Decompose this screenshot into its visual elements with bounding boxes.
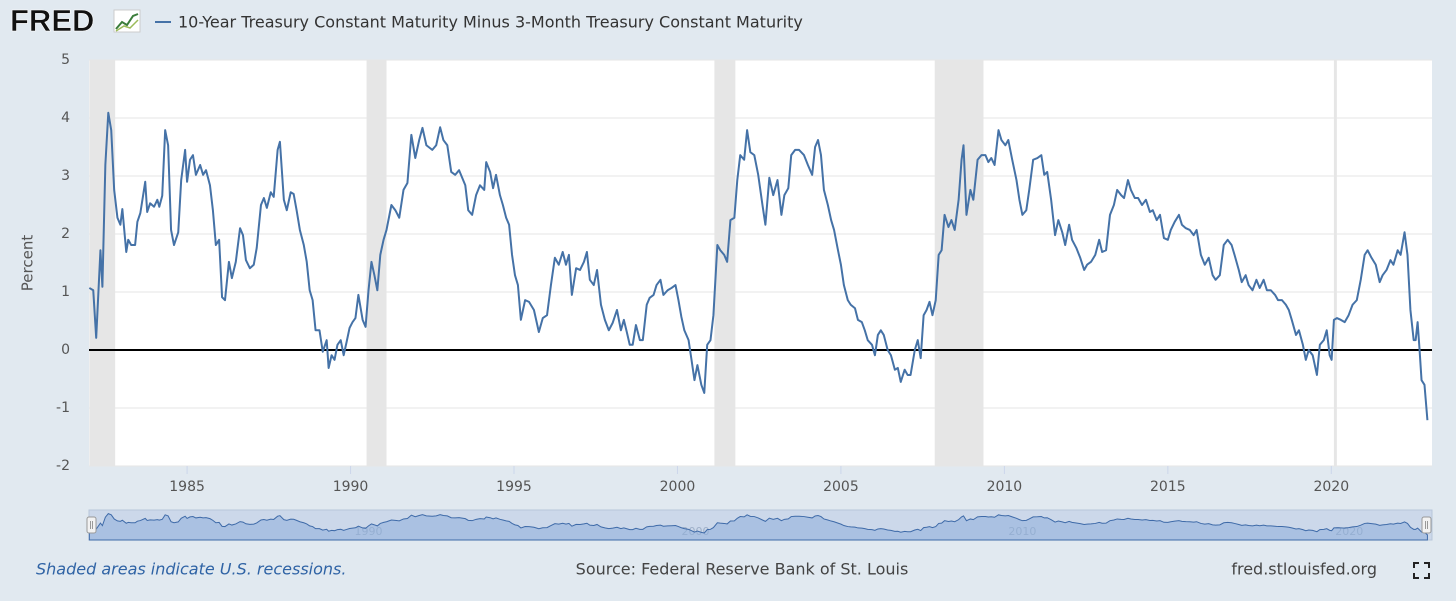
series-line bbox=[88, 111, 1429, 421]
plot-background bbox=[89, 60, 1432, 466]
recession-note: Shaded areas indicate U.S. recessions. bbox=[36, 560, 346, 579]
y-tick-label: 5 bbox=[61, 52, 70, 68]
x-tick-label: 2005 bbox=[823, 479, 859, 495]
x-tick-label: 1995 bbox=[496, 479, 532, 495]
navigator-handle[interactable] bbox=[86, 516, 97, 534]
y-tick-label: -2 bbox=[56, 458, 70, 474]
x-tick-label: 1985 bbox=[169, 479, 205, 495]
recession-band bbox=[934, 60, 984, 466]
y-tick-label: 4 bbox=[61, 110, 70, 126]
recession-band bbox=[1333, 60, 1337, 466]
y-tick-label: 0 bbox=[61, 342, 70, 358]
recession-band bbox=[366, 60, 387, 466]
x-tick-label: 1990 bbox=[333, 479, 369, 495]
legend-label[interactable]: 10-Year Treasury Constant Maturity Minus… bbox=[178, 13, 803, 32]
x-tick-label: 2020 bbox=[1313, 479, 1349, 495]
recession-band bbox=[714, 60, 736, 466]
fullscreen-button[interactable] bbox=[1413, 562, 1430, 579]
logo-icon bbox=[113, 9, 141, 33]
y-axis-title: Percent bbox=[19, 235, 37, 292]
x-tick-label: 2010 bbox=[987, 479, 1023, 495]
y-tick-label: 2 bbox=[61, 226, 70, 242]
y-tick-label: -1 bbox=[56, 400, 70, 416]
site-link[interactable]: fred.stlouisfed.org bbox=[1231, 560, 1377, 579]
x-tick-label: 2000 bbox=[660, 479, 696, 495]
navigator-handle[interactable] bbox=[1421, 516, 1432, 534]
x-tick-label: 2015 bbox=[1150, 479, 1186, 495]
navigator[interactable]: 1990200020102020 bbox=[86, 509, 1433, 541]
logo[interactable]: FRED bbox=[10, 3, 95, 39]
source: Source: Federal Reserve Bank of St. Loui… bbox=[576, 560, 909, 579]
y-tick-label: 3 bbox=[61, 168, 70, 184]
plot-area: -2 -1 0 1 2 3 4 5 1985 1990 1995 2000 2005 2010 2015 20… bbox=[56, 52, 1432, 495]
navigator-area bbox=[88, 513, 1428, 541]
y-tick-label: 1 bbox=[61, 284, 70, 300]
